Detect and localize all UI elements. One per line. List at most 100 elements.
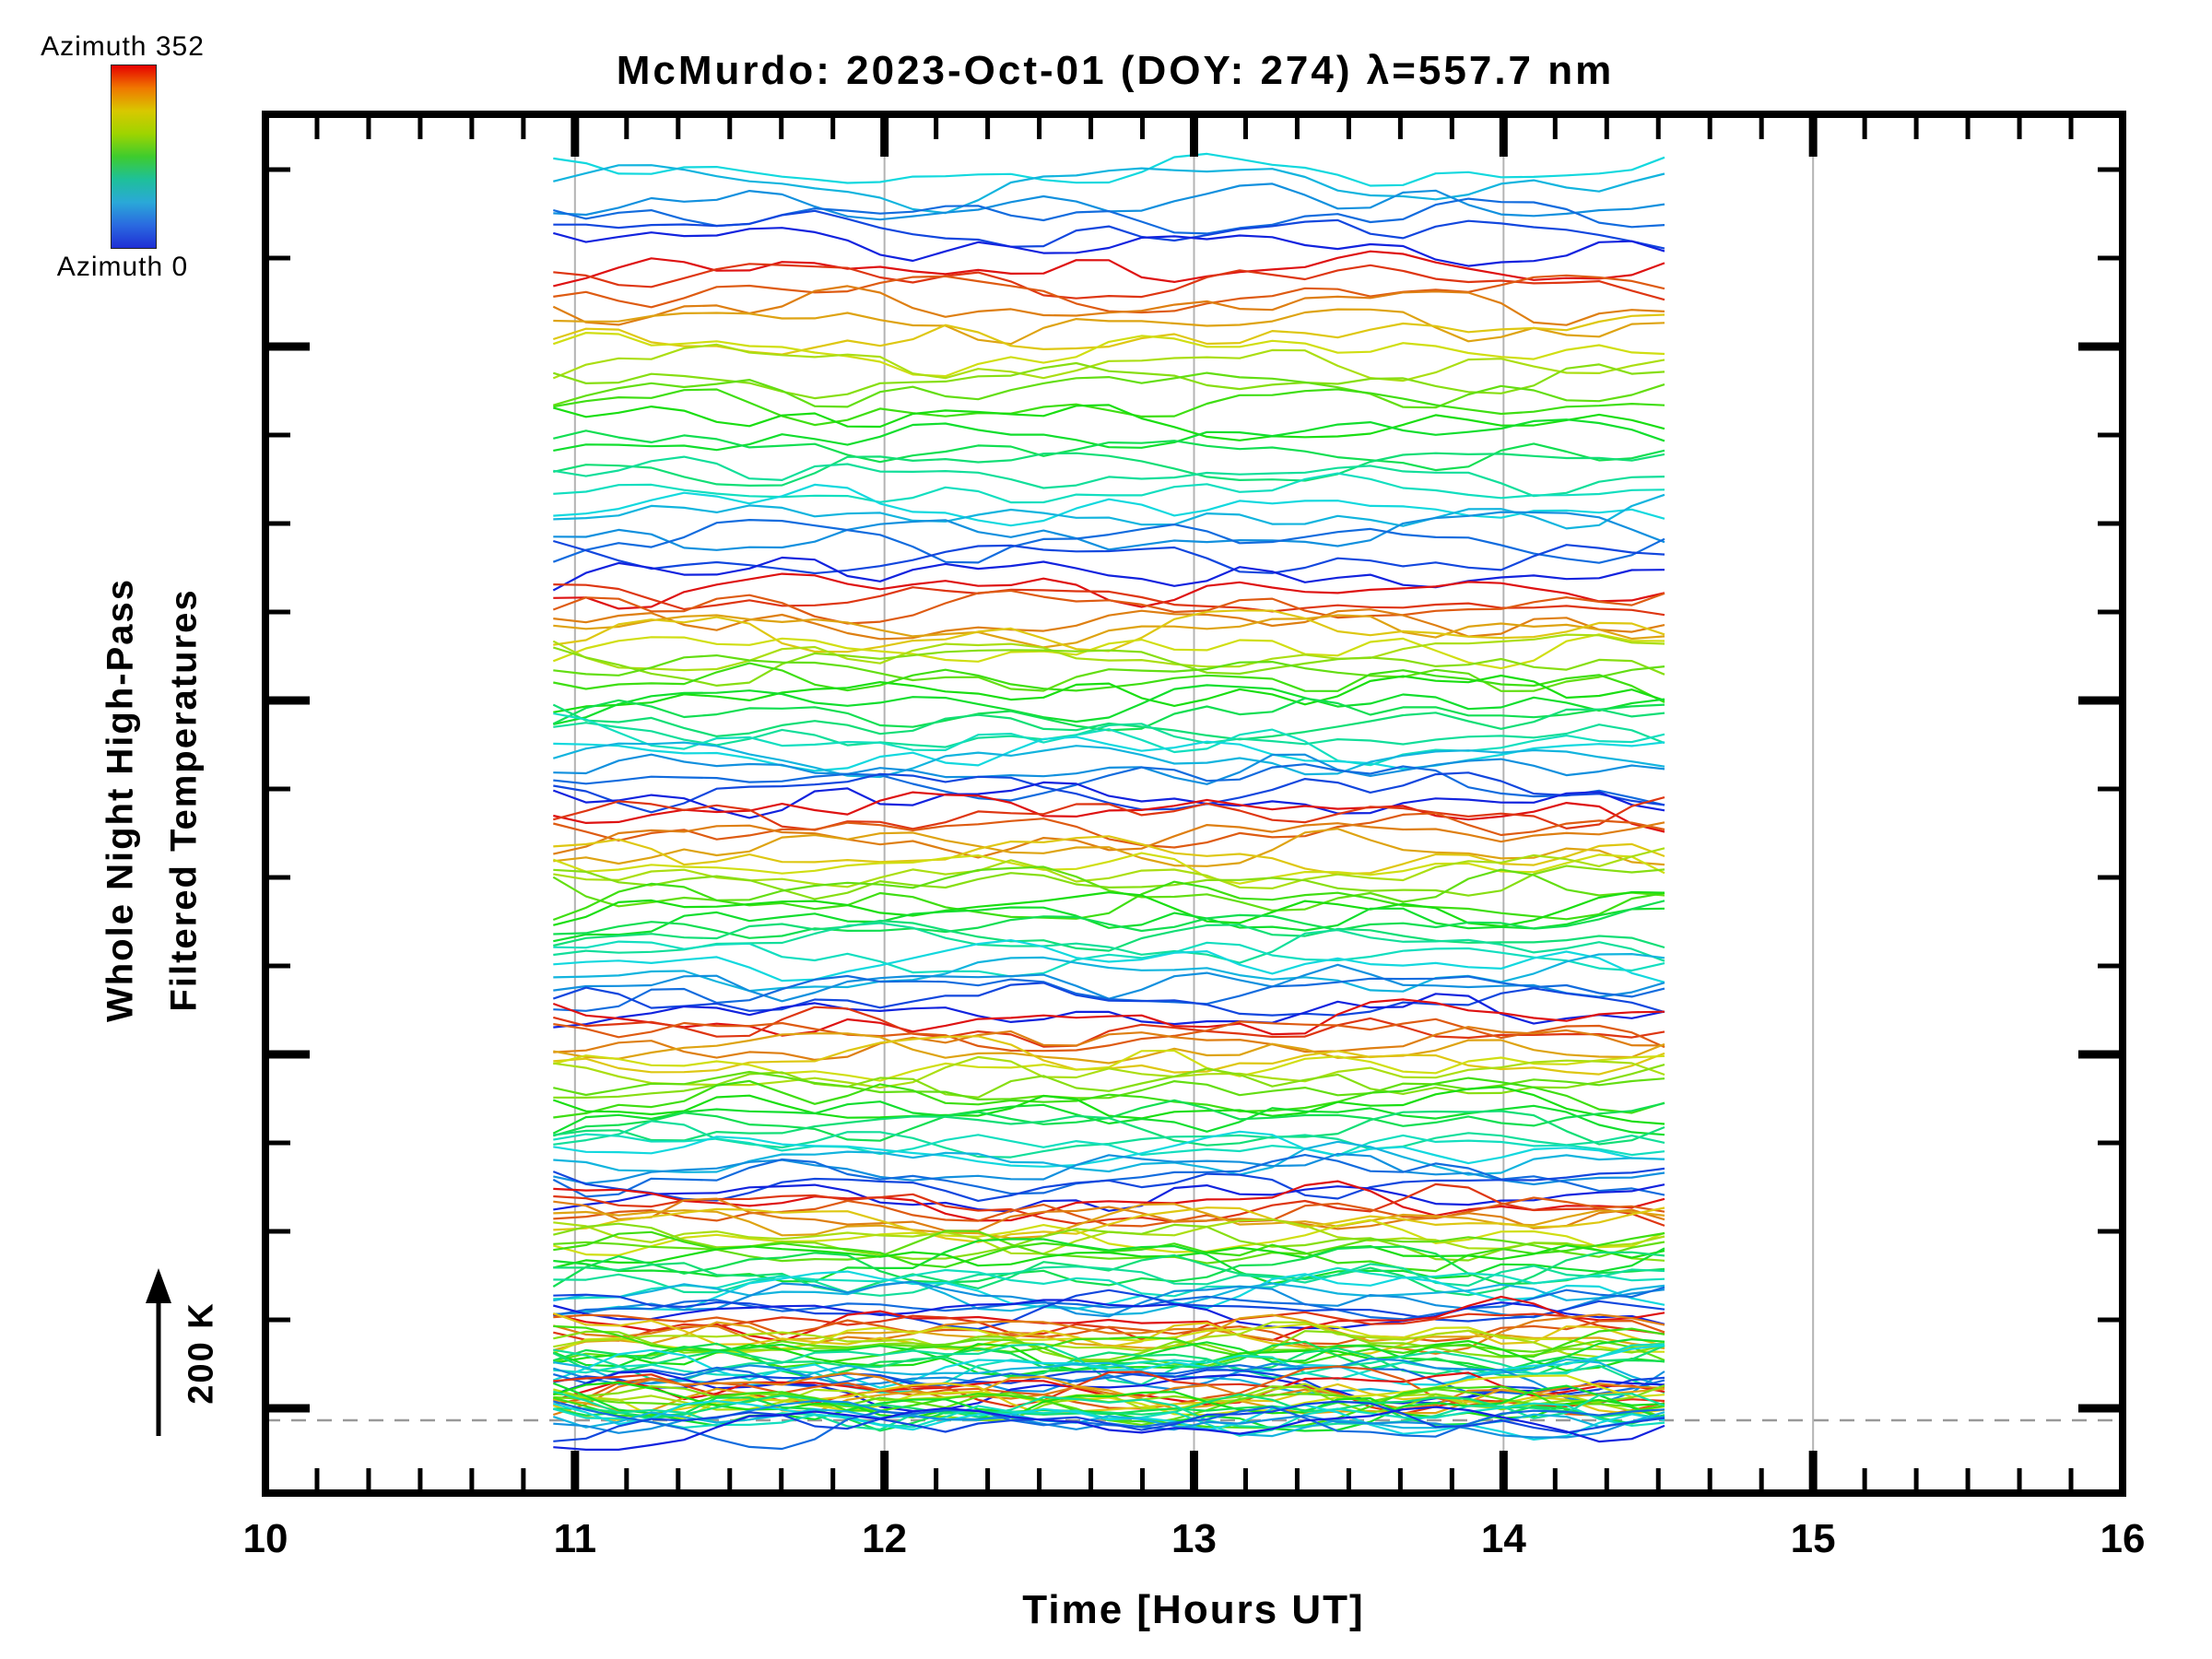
scale-arrow-head — [146, 1268, 171, 1303]
temperature-trace — [553, 1251, 1665, 1297]
temperature-trace — [552, 1381, 1665, 1419]
temperature-trace — [553, 835, 1665, 876]
temperature-trace — [552, 1245, 1665, 1288]
colorbar-top-label: Azimuth 352 — [41, 31, 205, 62]
temperature-trace — [553, 418, 1665, 452]
temperature-trace — [553, 1183, 1665, 1213]
temperature-trace — [553, 1406, 1665, 1452]
temperature-trace — [553, 164, 1665, 215]
temperature-trace — [553, 906, 1665, 943]
x-tick-label: 13 — [1171, 1516, 1217, 1561]
temperature-trace — [552, 633, 1665, 670]
temperature-trace — [552, 1345, 1665, 1379]
temperature-trace — [553, 791, 1665, 833]
temperature-trace — [553, 1026, 1665, 1062]
temperature-trace — [553, 1295, 1665, 1343]
colorbar-bottom-label: Azimuth 0 — [56, 252, 189, 282]
temperature-trace — [553, 1343, 1665, 1394]
temperature-trace — [553, 1343, 1665, 1394]
temperature-trace — [553, 974, 1665, 1012]
temperature-trace — [553, 1280, 1665, 1316]
temperature-trace — [553, 1018, 1665, 1053]
temperature-trace — [553, 1280, 1665, 1319]
x-tick-label: 15 — [1790, 1516, 1836, 1561]
temperature-trace — [553, 722, 1665, 748]
temperature-trace — [552, 589, 1665, 625]
temperature-trace — [553, 1324, 1665, 1369]
temperature-trace — [552, 518, 1665, 564]
temperature-trace — [552, 865, 1665, 912]
temperature-trace — [552, 285, 1665, 326]
temperature-trace — [553, 1266, 1665, 1300]
temperature-trace — [553, 919, 1665, 952]
temperature-trace — [552, 343, 1665, 382]
temperature-trace — [553, 1375, 1665, 1415]
temperature-trace — [552, 539, 1665, 575]
temperature-trace — [553, 1110, 1665, 1147]
temperature-trace — [553, 197, 1665, 235]
temperature-trace — [552, 633, 1665, 672]
temperature-trace — [553, 1203, 1665, 1240]
temperature-trace — [553, 753, 1665, 785]
x-axis-label: Time [Hours UT] — [1022, 1587, 1365, 1632]
temperature-trace — [552, 556, 1665, 592]
temperature-trace — [553, 511, 1665, 551]
temperature-trace — [553, 227, 1665, 267]
azimuth-colorbar — [111, 65, 157, 249]
temperature-trace — [553, 1218, 1665, 1257]
temperature-trace — [553, 674, 1665, 713]
temperature-trace — [553, 1006, 1665, 1048]
temperature-trace — [553, 1288, 1665, 1331]
temperature-trace — [553, 493, 1665, 530]
temperature-trace — [553, 938, 1665, 983]
temperature-trace — [553, 483, 1665, 527]
temperature-trace — [553, 1321, 1665, 1359]
temperature-trace — [553, 865, 1665, 900]
temperature-trace — [553, 1400, 1665, 1442]
temperature-trace — [552, 852, 1665, 885]
temperature-trace — [553, 429, 1665, 472]
temperature-trace — [553, 890, 1665, 928]
temperature-trace — [553, 263, 1665, 301]
temperature-trace — [552, 646, 1665, 688]
temperature-trace — [552, 332, 1665, 378]
temperature-trace — [552, 1153, 1665, 1198]
temperature-trace — [553, 1049, 1665, 1082]
temperature-trace — [553, 1197, 1665, 1232]
temperature-trace — [553, 684, 1665, 725]
temperature-trace — [553, 1130, 1665, 1168]
temperature-trace — [553, 1270, 1665, 1317]
temperature-trace — [553, 1299, 1665, 1330]
temperature-trace — [553, 608, 1665, 641]
temperature-trace — [553, 796, 1665, 831]
temperature-trace — [553, 472, 1665, 504]
temperature-trace — [552, 781, 1665, 819]
temperature-trace — [553, 1055, 1665, 1089]
temperature-trace — [552, 880, 1665, 922]
plot-title: McMurdo: 2023-Oct-01 (DOY: 274) λ=557.7 … — [616, 48, 1615, 93]
temperature-trace — [552, 741, 1665, 779]
temperature-trace — [553, 452, 1665, 488]
temperature-trace — [553, 1263, 1665, 1297]
temperature-trace — [553, 274, 1665, 314]
temperature-trace — [553, 250, 1665, 288]
temperature-trace — [553, 940, 1665, 978]
temperature-trace — [552, 361, 1665, 400]
temperature-trace — [553, 1152, 1665, 1186]
temperature-trace — [553, 1222, 1665, 1262]
temperature-trace — [553, 308, 1665, 346]
x-tick-label: 12 — [862, 1516, 908, 1561]
temperature-trace — [552, 1167, 1665, 1203]
temperature-trace — [553, 1133, 1665, 1157]
x-tick-label: 14 — [1480, 1516, 1526, 1561]
temperature-trace — [553, 455, 1665, 498]
temperature-trace — [553, 900, 1665, 939]
temperature-trace — [553, 614, 1665, 649]
temperature-trace — [553, 821, 1665, 859]
temperature-trace — [553, 209, 1665, 250]
temperature-trace — [553, 404, 1665, 441]
temperature-trace — [553, 1064, 1665, 1100]
temperature-trace — [553, 735, 1665, 772]
